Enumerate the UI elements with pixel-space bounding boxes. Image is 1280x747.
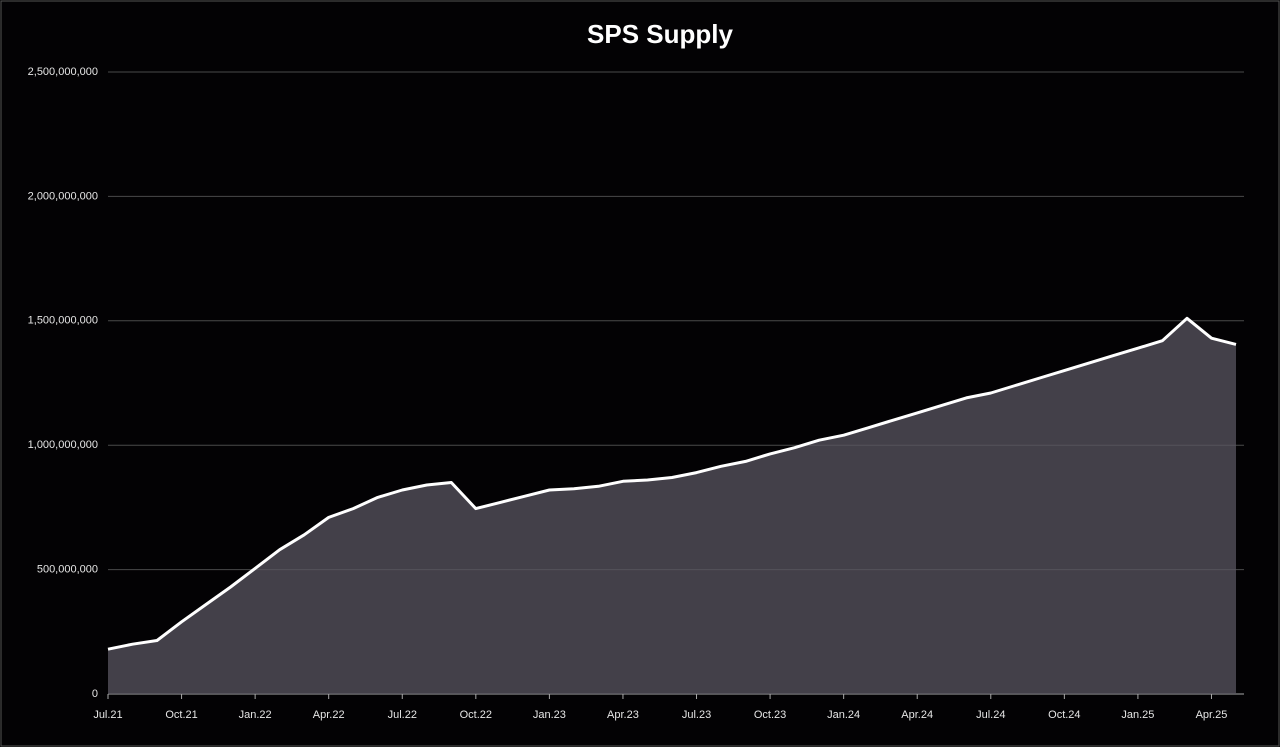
x-tick-label: Oct.21: [165, 709, 197, 721]
x-tick-label: Oct.24: [1048, 709, 1080, 721]
chart-title: SPS Supply: [587, 19, 733, 49]
x-tick-label: Jan.23: [533, 709, 566, 721]
y-tick-label: 2,500,000,000: [28, 66, 98, 78]
line: [107, 316, 1237, 651]
x-tick-label: Jan.22: [239, 709, 272, 721]
x-tick-label: Jul.22: [388, 709, 417, 721]
x-tick-label: Oct.23: [754, 709, 786, 721]
x-tick-label: Jul.23: [682, 709, 711, 721]
x-tick-label: Oct.22: [460, 709, 492, 721]
x-tick-label: Apr.24: [901, 709, 933, 721]
x-tick-label: Apr.22: [313, 709, 345, 721]
y-tick-label: 500,000,000: [37, 564, 98, 576]
y-tick-label: 1,000,000,000: [28, 439, 98, 451]
x-tick-label: Jul.21: [93, 709, 122, 721]
y-tick-label: 0: [92, 688, 98, 700]
y-tick-label: 2,000,000,000: [28, 190, 98, 202]
x-tick-label: Jan.25: [1121, 709, 1154, 721]
x-tick-label: Apr.23: [607, 709, 639, 721]
x-tick-label: Apr.25: [1196, 709, 1228, 721]
y-tick-label: 1,500,000,000: [28, 315, 98, 327]
area: [108, 318, 1236, 694]
x-tick-label: Jan.24: [827, 709, 860, 721]
x-tick-label: Jul.24: [976, 709, 1005, 721]
